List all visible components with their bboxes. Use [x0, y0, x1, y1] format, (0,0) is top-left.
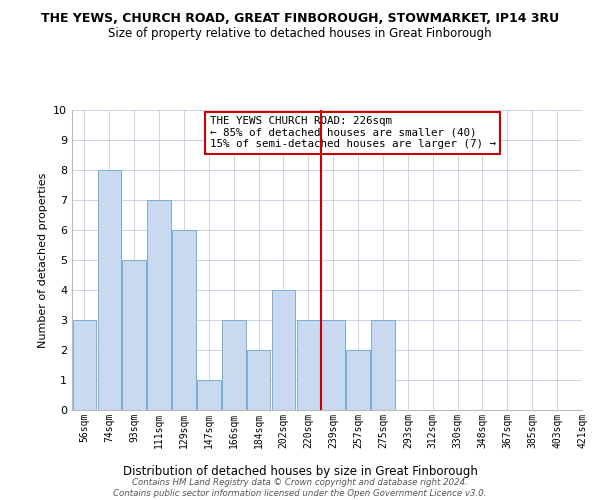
Bar	[122, 260, 146, 410]
Bar	[97, 170, 121, 410]
Text: THE YEWS, CHURCH ROAD, GREAT FINBOROUGH, STOWMARKET, IP14 3RU: THE YEWS, CHURCH ROAD, GREAT FINBOROUGH,…	[41, 12, 559, 26]
Bar	[371, 320, 395, 410]
Text: Size of property relative to detached houses in Great Finborough: Size of property relative to detached ho…	[108, 28, 492, 40]
Text: Distribution of detached houses by size in Great Finborough: Distribution of detached houses by size …	[122, 464, 478, 477]
Bar	[322, 320, 345, 410]
Bar	[197, 380, 221, 410]
Y-axis label: Number of detached properties: Number of detached properties	[38, 172, 47, 348]
Bar	[147, 200, 171, 410]
Text: Contains HM Land Registry data © Crown copyright and database right 2024.
Contai: Contains HM Land Registry data © Crown c…	[113, 478, 487, 498]
Bar	[346, 350, 370, 410]
Bar	[172, 230, 196, 410]
Bar	[73, 320, 96, 410]
Text: THE YEWS CHURCH ROAD: 226sqm
← 85% of detached houses are smaller (40)
15% of se: THE YEWS CHURCH ROAD: 226sqm ← 85% of de…	[210, 116, 496, 149]
Bar	[296, 320, 320, 410]
Bar	[272, 290, 295, 410]
Bar	[247, 350, 271, 410]
Bar	[222, 320, 245, 410]
